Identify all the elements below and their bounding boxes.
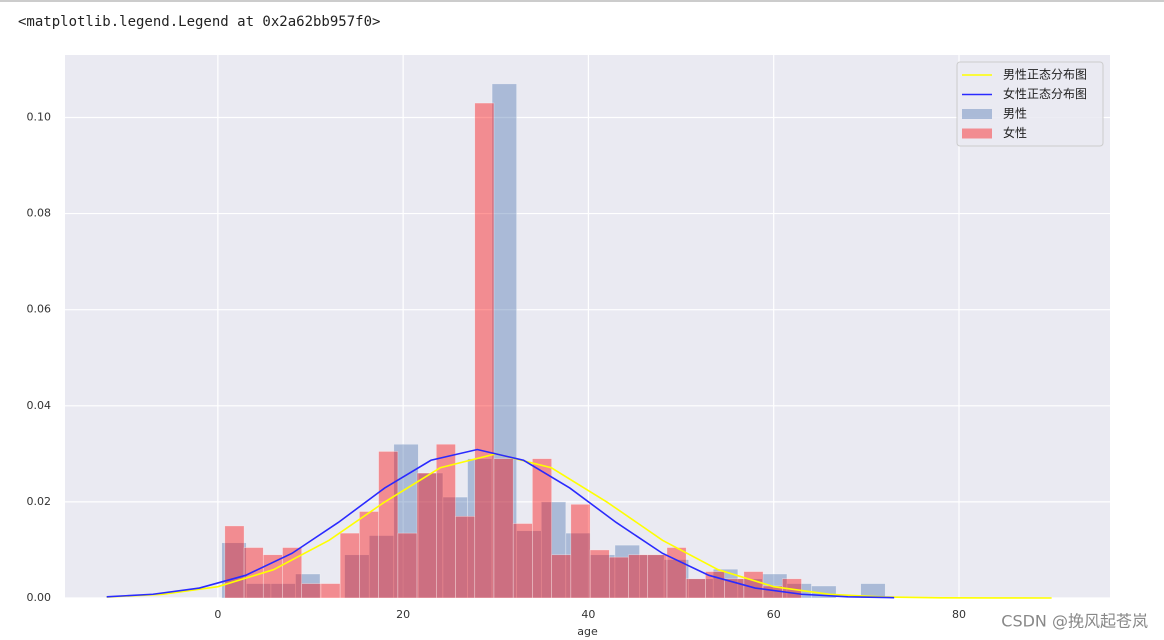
hist-bar: [397, 532, 418, 599]
hist-bar: [368, 535, 395, 599]
hist-bar: [685, 578, 706, 599]
x-tick-label: 40: [581, 608, 595, 621]
legend-patch: [962, 128, 992, 139]
hist-bar: [416, 472, 437, 599]
plot-area: [65, 55, 1110, 598]
hist-bar: [221, 542, 247, 599]
hist-bar: [282, 547, 302, 599]
legend-patch: [962, 109, 992, 119]
legend-box: [956, 61, 1104, 147]
hist-bar: [540, 501, 567, 599]
hist-bar: [666, 547, 687, 599]
hist-bar: [474, 102, 495, 599]
y-tick-label: 0.06: [27, 303, 52, 316]
hist-bar: [295, 573, 321, 599]
y-tick-label: 0.04: [27, 399, 52, 412]
hist-bar: [512, 523, 533, 599]
marks: [106, 83, 1052, 599]
hist-bar: [614, 544, 640, 599]
hist-bar: [467, 458, 493, 599]
hist-bar: [589, 549, 610, 599]
hist-bar: [743, 571, 764, 599]
output-text: <matplotlib.legend.Legend at 0x2a62bb957…: [18, 14, 380, 30]
hist-bar: [570, 503, 591, 599]
hist-bar: [378, 451, 399, 599]
hist-bar: [320, 583, 341, 599]
hist-bar: [647, 554, 668, 599]
legend-label: 男性正态分布图: [1003, 68, 1087, 82]
y-tick-label: 0.08: [27, 207, 52, 220]
x-tick-label: 20: [396, 608, 410, 621]
hist-bar: [639, 554, 665, 599]
x-axis-label: age: [577, 625, 598, 638]
hist-bar: [243, 547, 264, 599]
watermark: CSDN @挽风起苍岚: [1001, 612, 1148, 631]
hist-bar: [436, 443, 456, 599]
y-tick-label: 0.10: [27, 110, 52, 123]
legend-label: 女性: [1003, 125, 1027, 140]
legend-label: 女性正态分布图: [1003, 86, 1087, 101]
hist-bar: [339, 532, 360, 599]
hist-bar: [565, 532, 591, 599]
hist-bar: [301, 583, 322, 599]
hist-bar: [532, 458, 552, 599]
x-tick-label: 80: [952, 608, 966, 621]
x-tick-label: 0: [214, 608, 221, 621]
hist-bar: [224, 525, 245, 599]
hist-bar: [262, 554, 283, 599]
legend-label: 男性: [1003, 107, 1027, 121]
hist-bar: [590, 554, 616, 599]
hist-bar: [628, 554, 649, 599]
hist-bar: [608, 556, 629, 599]
hist-bar: [344, 554, 370, 599]
hist-bar: [551, 554, 572, 599]
y-tick-label: 0.02: [27, 495, 52, 508]
hist-bar: [491, 83, 517, 599]
y-tick-label: 0.00: [27, 591, 52, 604]
hist-bar: [663, 559, 689, 599]
x-tick-label: 60: [767, 608, 781, 621]
hist-bar: [359, 511, 379, 599]
labels: 0.00 0.02 0.04 0.06 0.08 0.10 0 20 40 60 80 age 男性正态…: [27, 61, 1104, 638]
density-line: [106, 448, 895, 599]
hist-bar: [493, 458, 514, 599]
hist-bar: [455, 516, 476, 599]
